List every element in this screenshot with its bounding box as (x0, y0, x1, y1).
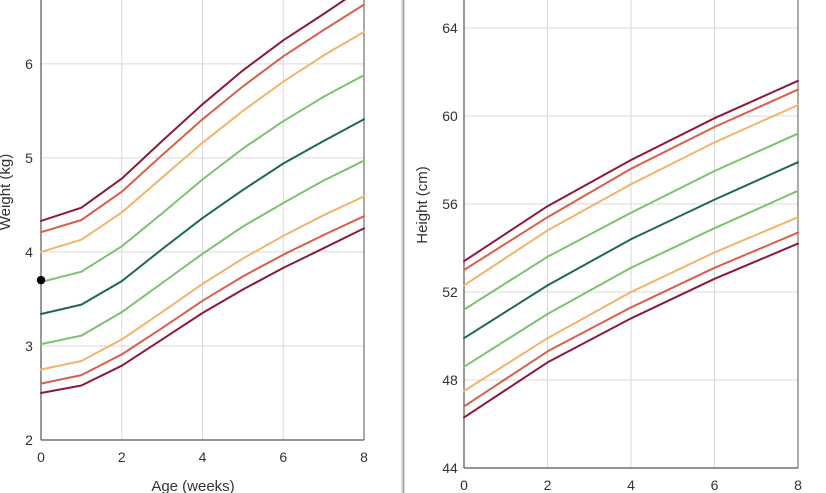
series-line-5 (463, 161, 799, 340)
series-line-1 (463, 79, 799, 263)
series-line-8 (463, 231, 799, 408)
series-lines (463, 79, 799, 419)
x-tick-label: 8 (794, 477, 802, 493)
series-line-7 (463, 216, 799, 392)
series-line-6 (463, 189, 799, 368)
x-tick-label: 8 (360, 449, 368, 465)
y-tick-label: 56 (442, 196, 458, 212)
x-tick-label: 2 (118, 449, 126, 465)
y-tick-label: 44 (442, 460, 458, 476)
y-tick-label: 48 (442, 372, 458, 388)
height-chart: 0 2 4 6 8 44 48 52 56 60 64 Height (cm) (414, 0, 802, 493)
series-line-3 (463, 104, 799, 287)
x-tick-label: 6 (279, 449, 287, 465)
x-tick-label: 0 (37, 449, 45, 465)
y-tick-label: 60 (442, 108, 458, 124)
series-line-4 (463, 132, 799, 311)
y-tick-label: 4 (25, 244, 33, 260)
y-tick-label: 5 (25, 150, 33, 166)
x-axis-label: Age (weeks) (151, 478, 234, 493)
x-tick-label: 0 (460, 477, 468, 493)
y-tick-label: 52 (442, 284, 458, 300)
series-line-9 (463, 242, 799, 419)
grid (463, 0, 799, 469)
series-line-5 (40, 118, 365, 315)
series-line-7 (40, 195, 365, 371)
x-tick-label: 2 (544, 477, 552, 493)
y-axis-label: Weight (kg) (0, 154, 14, 230)
series-line-9 (40, 227, 365, 394)
series-line-8 (40, 215, 365, 385)
y-tick-label: 2 (25, 432, 33, 448)
x-tick-label: 4 (199, 449, 207, 465)
x-tick-label: 6 (711, 477, 719, 493)
series-lines (40, 0, 365, 394)
series-line-6 (40, 159, 365, 346)
x-tick-label: 4 (627, 477, 635, 493)
y-axis-label: Height (cm) (414, 166, 431, 244)
series-line-2 (463, 88, 799, 271)
y-tick-label: 6 (25, 56, 33, 72)
series-line-2 (40, 3, 365, 234)
series-line-3 (40, 30, 365, 253)
panel-divider-line (403, 0, 404, 493)
weight-chart: 02468234567Weight (kg)Age (weeks) (0, 0, 368, 493)
measurement-point[interactable] (36, 275, 46, 285)
series-line-1 (40, 0, 347, 222)
y-tick-label: 3 (25, 338, 33, 354)
series-line-4 (40, 74, 365, 283)
y-tick-label: 64 (442, 20, 458, 36)
